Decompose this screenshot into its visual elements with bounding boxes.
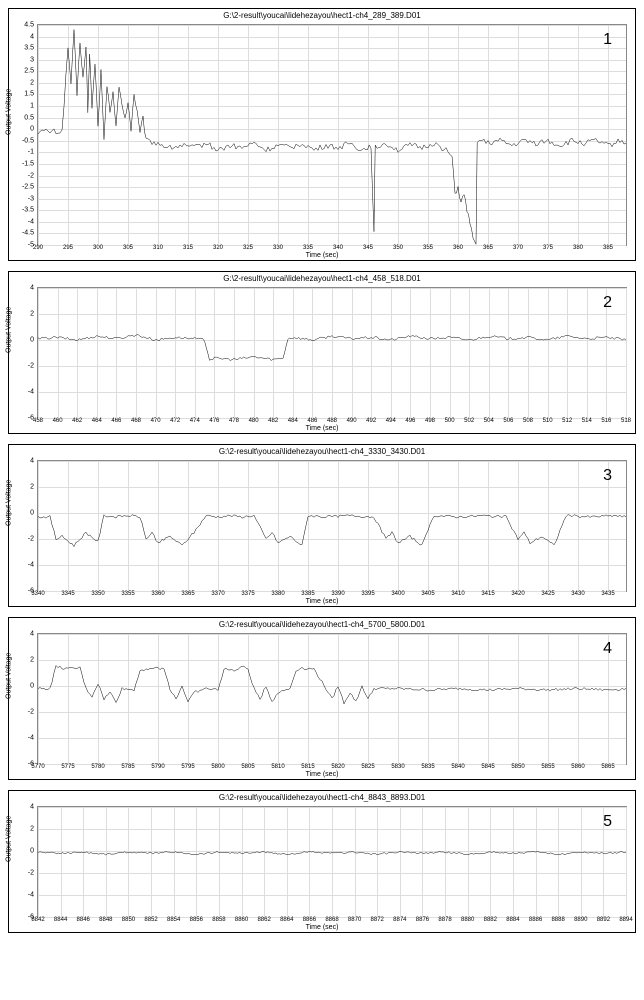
chart-title: G:\2-result\youcai\lidehezayou\hect1-ch4… xyxy=(9,9,635,22)
signal-trace xyxy=(38,634,626,764)
signal-trace xyxy=(38,807,626,917)
plot-area: 4-6-4-2024577057755780578557905795580058… xyxy=(37,633,627,765)
chart-panel-5: G:\2-result\youcai\lidehezayou\hect1-ch4… xyxy=(8,790,636,933)
charts-container: G:\2-result\youcai\lidehezayou\hect1-ch4… xyxy=(8,8,636,933)
y-ticks: -6-4-2024 xyxy=(14,634,36,764)
chart-title: G:\2-result\youcai\lidehezayou\hect1-ch4… xyxy=(9,445,635,458)
chart-panel-1: G:\2-result\youcai\lidehezayou\hect1-ch4… xyxy=(8,8,636,261)
signal-trace xyxy=(38,461,626,591)
chart-panel-2: G:\2-result\youcai\lidehezayou\hect1-ch4… xyxy=(8,271,636,434)
plot-area: 2-6-4-2024458460462464466468470472474476… xyxy=(37,287,627,419)
plot-area: 1-5-4.5-4-3.5-3-2.5-2-1.5-1-0.500.511.52… xyxy=(37,24,627,246)
x-axis-label: Time (sec) xyxy=(306,252,339,259)
chart-panel-3: G:\2-result\youcai\lidehezayou\hect1-ch4… xyxy=(8,444,636,607)
plot-area: 3-6-4-2024334033453350335533603365337033… xyxy=(37,460,627,592)
y-ticks: -5-4.5-4-3.5-3-2.5-2-1.5-1-0.500.511.522… xyxy=(14,25,36,245)
y-ticks: -6-4-2024 xyxy=(14,461,36,591)
chart-panel-4: G:\2-result\youcai\lidehezayou\hect1-ch4… xyxy=(8,617,636,780)
chart-title: G:\2-result\youcai\lidehezayou\hect1-ch4… xyxy=(9,618,635,631)
panel-number: 2 xyxy=(603,294,612,312)
y-axis-label: Output Voltage xyxy=(6,652,13,698)
y-ticks: -6-4-2024 xyxy=(14,288,36,418)
signal-trace xyxy=(38,288,626,418)
panel-number: 4 xyxy=(603,640,612,658)
x-axis-label: Time (sec) xyxy=(306,924,339,931)
plot-area: 5-6-4-2024884288448846884888508852885488… xyxy=(37,806,627,918)
y-axis-label: Output Voltage xyxy=(6,306,13,352)
signal-trace xyxy=(38,25,626,245)
x-axis-label: Time (sec) xyxy=(306,771,339,778)
y-axis-label: Output Voltage xyxy=(6,815,13,861)
chart-title: G:\2-result\youcai\lidehezayou\hect1-ch4… xyxy=(9,272,635,285)
y-ticks: -6-4-2024 xyxy=(14,807,36,917)
chart-title: G:\2-result\youcai\lidehezayou\hect1-ch4… xyxy=(9,791,635,804)
x-axis-label: Time (sec) xyxy=(306,425,339,432)
x-axis-label: Time (sec) xyxy=(306,598,339,605)
panel-number: 5 xyxy=(603,813,612,831)
panel-number: 3 xyxy=(603,467,612,485)
y-axis-label: Output Voltage xyxy=(6,479,13,525)
panel-number: 1 xyxy=(603,31,612,49)
y-axis-label: Output Voltage xyxy=(6,88,13,134)
